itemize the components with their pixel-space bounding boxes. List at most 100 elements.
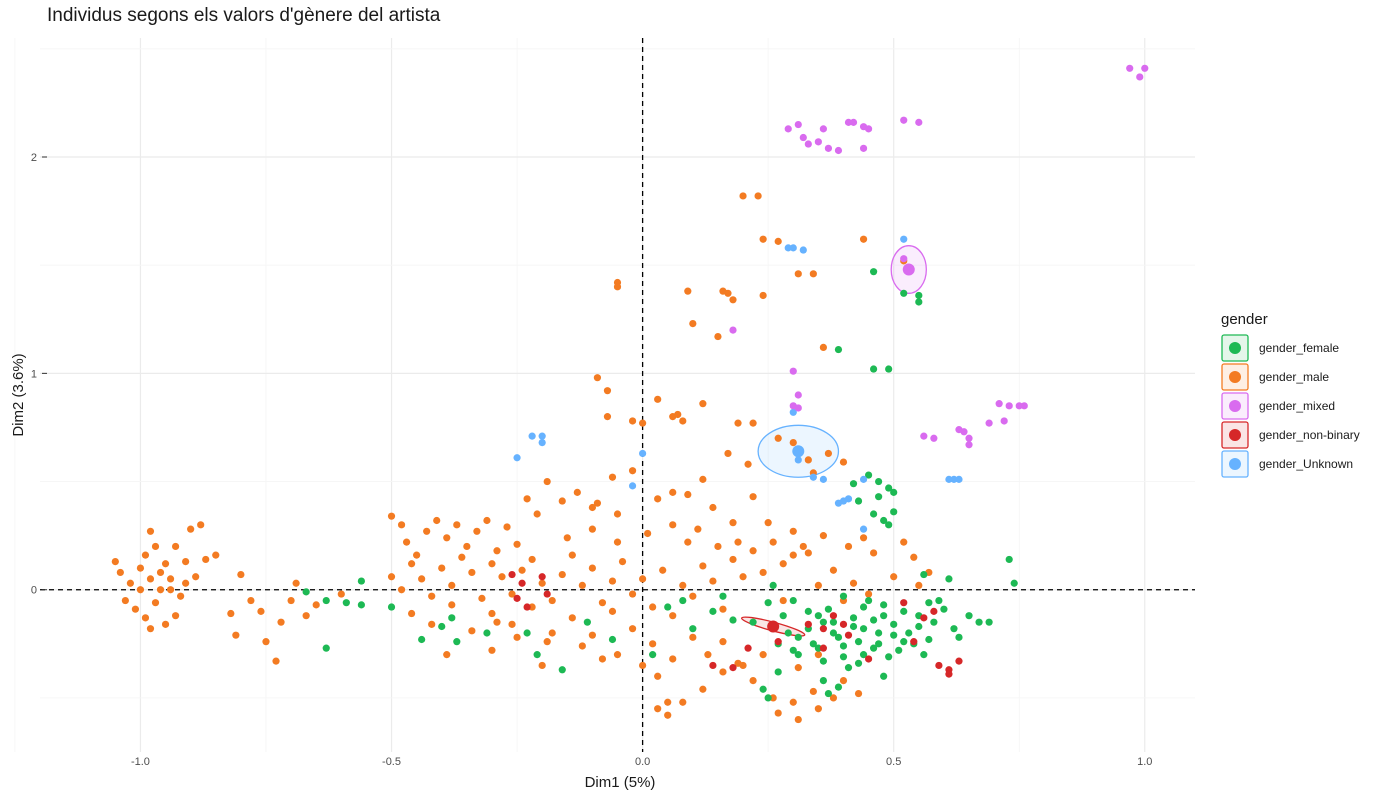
legend-dot-gender_mixed (1229, 400, 1241, 412)
point-gender_male (779, 596, 787, 605)
point-gender_male (212, 551, 220, 559)
point-gender_male (161, 620, 170, 628)
x-tick-label: 1.0 (1137, 756, 1152, 768)
point-gender_male (664, 711, 672, 719)
point-gender_male (628, 625, 637, 633)
point-gender_male (408, 560, 416, 568)
point-gender_male (237, 570, 245, 579)
point-gender_male (900, 538, 908, 546)
point-gender_male (111, 558, 119, 566)
point-gender_female (890, 620, 898, 628)
point-gender_male (116, 568, 124, 577)
point-gender_Unknown (538, 439, 546, 447)
point-gender_female (302, 588, 310, 596)
point-gender_male (272, 657, 280, 665)
point-gender_male (854, 689, 863, 698)
point-gender_non-binary (955, 657, 963, 665)
point-gender_male (563, 534, 571, 542)
point-gender_male (759, 235, 767, 243)
point-gender_female (859, 625, 868, 633)
point-gender_male (593, 499, 602, 507)
point-gender_male (749, 677, 757, 685)
point-gender_male (598, 655, 607, 663)
point-gender_mixed (1000, 417, 1008, 425)
point-gender_female (854, 497, 863, 505)
point-gender_female (885, 365, 893, 373)
point-gender_male (146, 625, 155, 633)
point-gender_Unknown (513, 454, 521, 462)
point-gender_female (849, 614, 858, 622)
point-gender_male (548, 629, 556, 637)
point-gender_male (538, 579, 546, 587)
point-gender_non-binary (839, 620, 848, 628)
centroid-gender_Unknown (792, 445, 805, 458)
point-gender_male (754, 192, 762, 200)
point-gender_female (975, 618, 983, 626)
point-gender_male (804, 456, 812, 464)
point-gender_female (870, 616, 878, 624)
point-gender_male (824, 449, 833, 458)
point-gender_female (880, 612, 888, 620)
point-gender_male (915, 581, 923, 590)
point-gender_female (935, 596, 943, 605)
point-gender_male (443, 534, 451, 542)
point-gender_non-binary (819, 644, 827, 652)
point-gender_male (674, 410, 682, 419)
point-gender_male (443, 651, 451, 659)
point-gender_male (769, 538, 777, 546)
point-gender_male (287, 596, 295, 605)
point-gender_male (734, 538, 742, 546)
point-gender_male (558, 497, 566, 505)
point-gender_female (849, 480, 858, 488)
point-gender_male (448, 581, 456, 590)
point-gender_male (679, 698, 687, 706)
point-gender_non-binary (543, 590, 551, 598)
point-gender_male (177, 592, 185, 600)
point-gender_male (528, 603, 536, 611)
point-gender_male (548, 596, 556, 605)
point-gender_female (875, 493, 883, 501)
point-gender_non-binary (930, 607, 938, 615)
point-gender_female (859, 651, 868, 659)
point-gender_male (759, 651, 767, 659)
point-gender_female (905, 629, 913, 637)
point-gender_female (839, 642, 848, 650)
point-gender_male (453, 521, 461, 529)
point-gender_male (654, 705, 662, 713)
point-gender_female (1010, 579, 1018, 587)
point-gender_female (357, 601, 365, 609)
x-axis-title: Dim1 (5%) (585, 774, 656, 791)
point-gender_male (483, 516, 491, 525)
point-gender_female (930, 618, 938, 626)
point-gender_non-binary (508, 570, 516, 579)
chart-title: Individus segons els valors d'gènere del… (47, 5, 441, 26)
point-gender_female (608, 635, 617, 644)
point-gender_female (779, 612, 787, 620)
point-gender_female (759, 685, 767, 693)
point-gender_Unknown (844, 495, 853, 503)
point-gender_male (819, 532, 827, 540)
point-gender_male (628, 417, 637, 425)
point-gender_male (513, 633, 521, 641)
point-gender_male (493, 618, 501, 626)
point-gender_male (618, 558, 627, 566)
point-gender_female (483, 629, 491, 637)
x-tick-label: 0.5 (886, 756, 901, 768)
point-gender_male (759, 291, 767, 300)
point-gender_male (166, 575, 175, 583)
point-gender_female (870, 365, 878, 373)
point-gender_female (729, 616, 737, 624)
point-gender_female (387, 603, 396, 611)
point-gender_mixed (995, 400, 1003, 408)
point-gender_male (458, 553, 466, 561)
point-gender_female (864, 471, 873, 479)
point-gender_mixed (900, 116, 908, 124)
point-gender_female (864, 596, 873, 605)
legend-label-gender_mixed: gender_mixed (1259, 399, 1335, 413)
point-gender_male (628, 467, 637, 475)
legend-label-gender_female: gender_female (1259, 341, 1339, 355)
point-gender_male (739, 661, 747, 670)
point-gender_mixed (1141, 64, 1149, 72)
point-gender_female (839, 653, 848, 661)
point-gender_male (844, 542, 853, 551)
